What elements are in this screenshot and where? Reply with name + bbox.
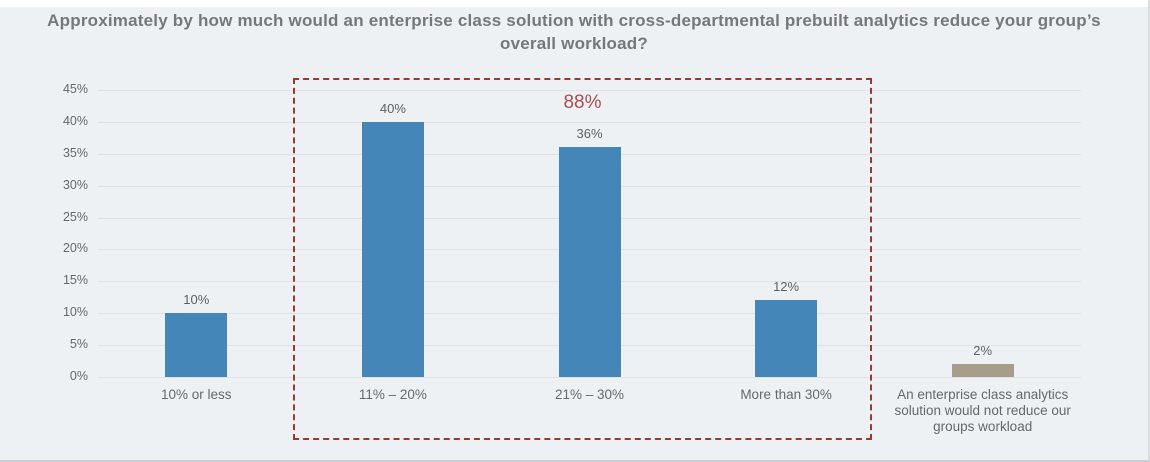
y-axis-tick-label: 10%: [62, 305, 88, 320]
y-axis-tick-label: 5%: [69, 337, 88, 352]
highlight-annotation: 88%: [563, 92, 602, 113]
gridline: [98, 90, 1081, 91]
y-axis-tick-label: 45%: [62, 82, 88, 96]
bar-value-label: 36%: [576, 126, 603, 142]
bar-value-label: 10%: [183, 292, 210, 308]
bar-value-label: 12%: [773, 279, 800, 295]
x-axis-category-label: 10% or less: [161, 387, 232, 402]
chart-title-text: Approximately by how much would an enter…: [47, 11, 1101, 53]
y-axis-tick-label: 15%: [62, 273, 88, 288]
bar-value-label: 40%: [379, 100, 406, 116]
x-axis-category-label: 11% – 20%: [358, 387, 427, 402]
bar: [558, 147, 621, 377]
x-axis-category-label: 21% – 30%: [554, 387, 625, 402]
x-axis-category-label: An enterprise class analytics solution w…: [894, 387, 1071, 434]
y-axis-tick-label: 0%: [69, 369, 88, 383]
gridline: [98, 121, 1081, 123]
bar: [755, 300, 818, 377]
x-axis-category-label: More than 30%: [740, 387, 832, 402]
y-axis-tick-label: 35%: [62, 145, 88, 160]
y-axis-tick-label: 20%: [62, 241, 88, 256]
bar-value-label: 2%: [973, 343, 993, 359]
highlight-box: [293, 78, 872, 440]
bar: [361, 121, 424, 377]
top-strip: [0, 0, 1148, 7]
y-axis-tick-label: 30%: [62, 177, 88, 192]
chart-title: Approximately by how much would an enter…: [0, 9, 1148, 55]
gridline: [98, 377, 1081, 378]
bar: [165, 313, 228, 377]
y-axis-tick-label: 25%: [62, 209, 88, 224]
bar: [951, 364, 1014, 377]
y-axis-tick-label: 40%: [62, 113, 88, 128]
